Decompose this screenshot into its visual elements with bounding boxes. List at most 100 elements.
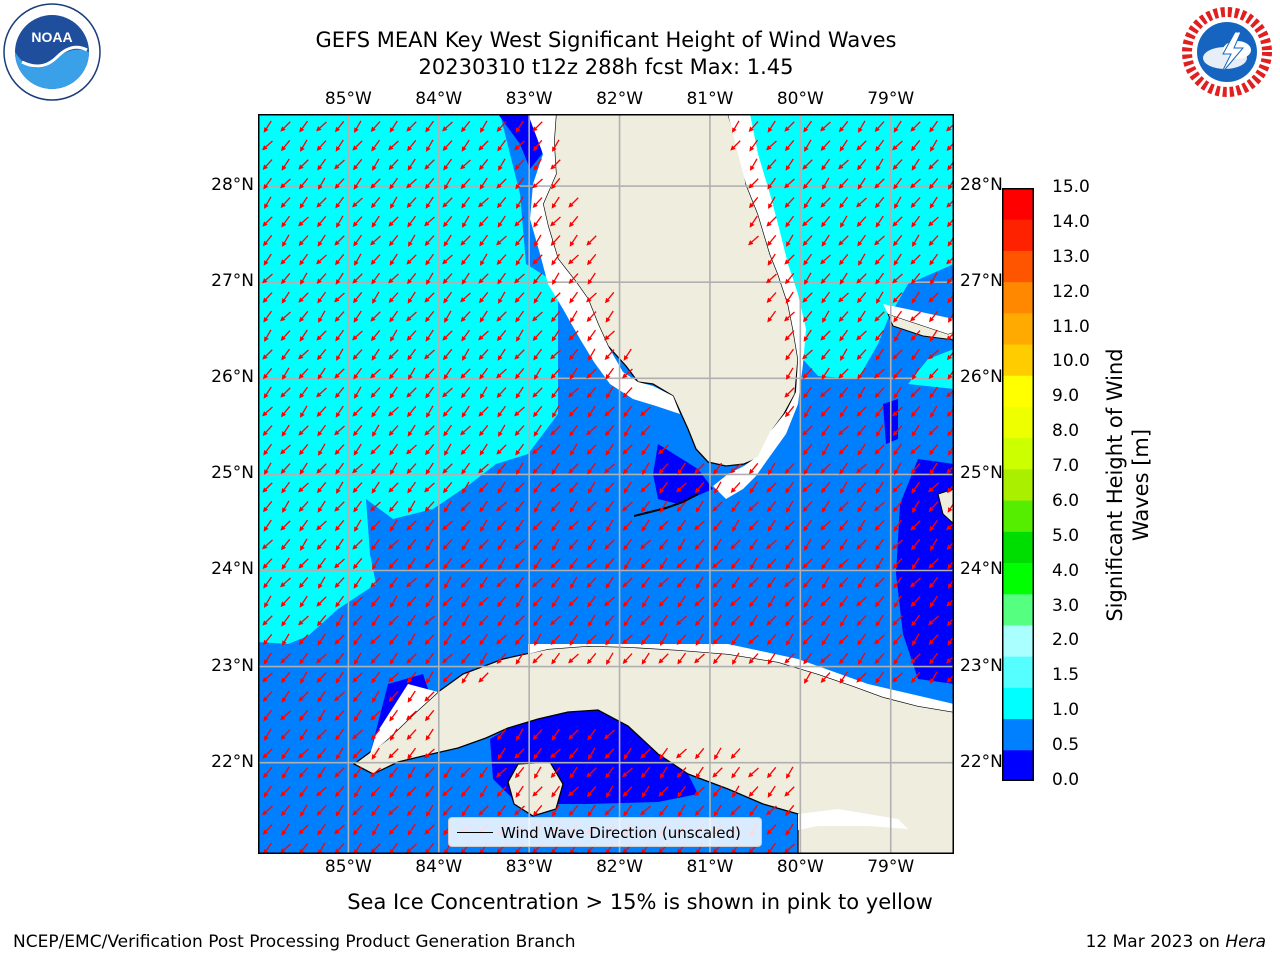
colorbar-segment (1002, 656, 1034, 688)
wave-direction-arrow (802, 177, 813, 190)
wave-direction-arrow (622, 786, 633, 797)
wave-direction-arrow (748, 196, 759, 209)
colorbar-segment (1002, 718, 1034, 751)
wave-direction-arrow (623, 405, 633, 418)
longitude-label-bottom: 81°W (686, 857, 734, 877)
colorbar-tick-label: 8.0 (1052, 421, 1080, 442)
wave-direction-arrow (552, 804, 560, 817)
wave-direction-arrow (262, 216, 273, 227)
wave-direction-arrow (946, 539, 954, 550)
wave-direction-arrow (262, 500, 273, 513)
wave-direction-arrow (299, 386, 309, 399)
wave-direction-arrow (534, 633, 542, 646)
wave-direction-arrow (496, 653, 507, 664)
wave-direction-arrow (623, 614, 632, 627)
wave-direction-arrow (605, 367, 615, 380)
wave-direction-arrow (318, 177, 326, 190)
wave-direction-arrow (460, 368, 471, 379)
wave-direction-arrow (928, 615, 939, 626)
wave-direction-arrow (624, 424, 632, 437)
wave-direction-arrow (335, 329, 345, 342)
wave-direction-arrow (605, 443, 614, 456)
wave-direction-arrow (479, 234, 489, 247)
wave-direction-arrow (262, 425, 273, 436)
wave-direction-arrow (587, 329, 597, 342)
wave-direction-arrow (694, 520, 705, 531)
longitude-label-bottom: 85°W (324, 857, 372, 877)
wave-direction-arrow (262, 766, 273, 779)
wave-direction-arrow (460, 386, 471, 399)
wave-direction-arrow (820, 348, 831, 361)
wave-direction-arrow (424, 748, 435, 759)
wave-direction-arrow (443, 766, 452, 779)
wave-direction-arrow (370, 653, 381, 664)
wave-direction-arrow (840, 348, 848, 361)
wave-direction-arrow (839, 329, 849, 342)
wave-direction-arrow (370, 728, 381, 741)
wave-direction-arrow (712, 519, 723, 532)
wave-direction-arrow (298, 368, 309, 379)
wave-direction-arrow (858, 253, 866, 266)
wave-direction-arrow (947, 424, 954, 437)
wave-direction-arrow (389, 177, 399, 190)
wave-direction-arrow (406, 843, 417, 854)
wave-direction-arrow (551, 785, 561, 798)
wave-direction-arrow (730, 615, 741, 626)
wave-direction-arrow (857, 576, 866, 589)
florida-keys (633, 493, 699, 517)
wave-direction-arrow (767, 652, 776, 665)
wave-direction-arrow (514, 406, 525, 417)
wave-direction-arrow (334, 652, 345, 665)
wave-direction-arrow (406, 577, 417, 588)
wave-direction-arrow (928, 368, 939, 379)
wave-direction-arrow (857, 500, 867, 513)
wave-direction-arrow (262, 349, 273, 360)
wave-direction-arrow (281, 557, 290, 570)
wave-direction-arrow (497, 747, 506, 760)
wave-direction-arrow (532, 596, 543, 607)
wave-direction-arrow (730, 748, 741, 759)
wave-direction-arrow (874, 254, 885, 265)
wave-direction-arrow (298, 634, 309, 645)
wave-direction-arrow (515, 519, 524, 532)
wave-direction-arrow (911, 557, 920, 570)
wave-direction-arrow (443, 291, 453, 304)
wave-direction-arrow (569, 766, 578, 779)
wave-direction-arrow (838, 311, 849, 322)
wave-direction-arrow (406, 330, 417, 341)
wave-direction-arrow (857, 234, 867, 247)
wave-direction-arrow (390, 462, 398, 475)
wave-direction-arrow (568, 520, 579, 531)
wave-direction-arrow (930, 671, 938, 684)
wave-direction-arrow (298, 235, 309, 246)
wave-direction-arrow (370, 254, 381, 265)
wave-direction-arrow (317, 500, 326, 513)
colorbar-segment (1002, 624, 1034, 657)
wave-direction-arrow (460, 292, 471, 303)
wave-direction-arrow (461, 329, 471, 342)
wave-direction-arrow (874, 196, 885, 209)
wave-direction-arrow (713, 804, 722, 817)
wave-direction-arrow (622, 520, 633, 531)
wave-direction-arrow (372, 424, 380, 437)
wave-direction-arrow (570, 310, 578, 323)
wave-direction-arrow (640, 425, 651, 436)
wave-direction-arrow (298, 482, 309, 493)
wave-direction-arrow (820, 387, 831, 398)
wave-direction-arrow (876, 291, 884, 304)
wave-direction-arrow (604, 330, 615, 341)
wave-direction-arrow (406, 596, 417, 607)
nws-logo (1179, 4, 1275, 100)
wave-direction-arrow (371, 804, 381, 817)
wave-direction-arrow (893, 576, 903, 589)
wave-direction-arrow (641, 443, 651, 456)
wave-direction-arrow (840, 215, 848, 228)
wave-direction-arrow (407, 215, 417, 228)
wave-direction-arrow (442, 330, 453, 341)
wave-direction-arrow (568, 387, 579, 398)
wave-direction-arrow (804, 538, 812, 551)
wave-direction-arrow (442, 672, 453, 683)
wave-direction-arrow (334, 425, 345, 436)
longitude-label-top: 81°W (686, 89, 734, 109)
wave-direction-arrow (569, 500, 578, 513)
